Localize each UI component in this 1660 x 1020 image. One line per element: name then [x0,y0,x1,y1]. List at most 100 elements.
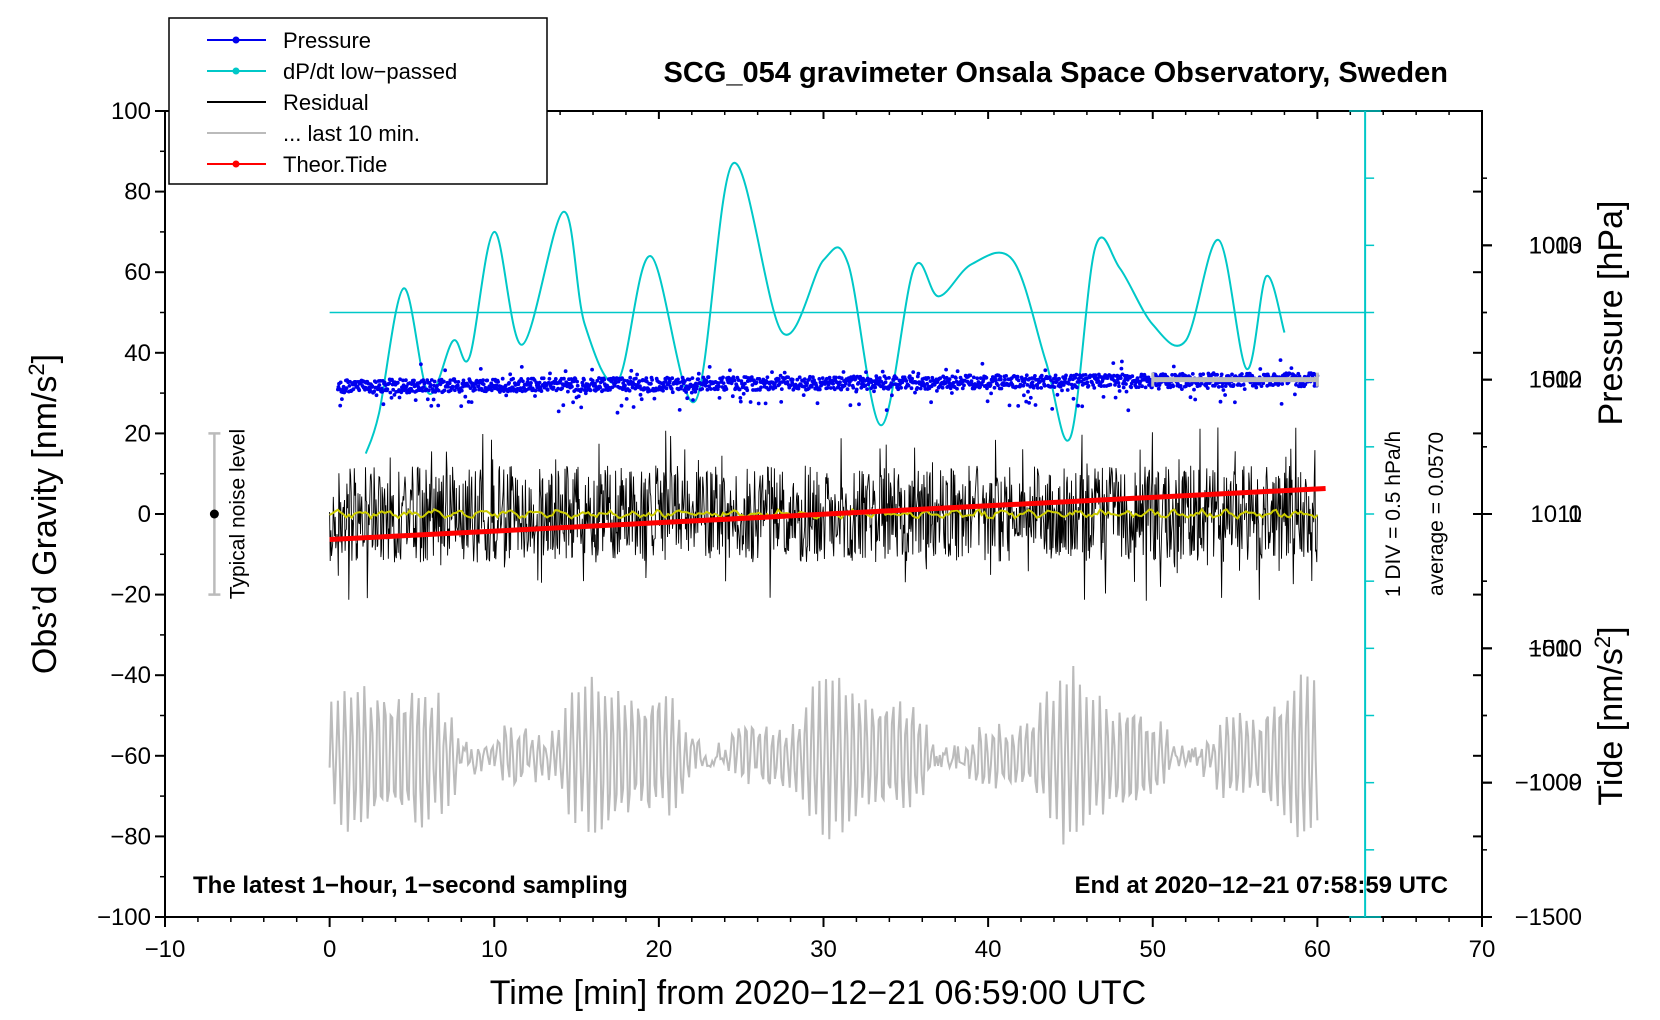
pressure-point [738,399,743,404]
pressure-point [834,375,838,380]
pressure-point [817,377,822,381]
y-tick-label: 80 [124,179,151,206]
note-right: End at 2020−12−21 07:58:59 UTC [1074,872,1448,899]
pressure-point [401,378,405,383]
pressure-point [372,389,377,394]
pressure-point [1193,397,1198,402]
pressure-point [992,385,997,390]
pressure-point [399,390,404,395]
pressure-point [1085,380,1090,385]
x-tick-label: 20 [646,936,673,963]
y-tick-label: 0 [138,501,151,528]
pressure-point [419,362,423,367]
pressure-point [1192,387,1196,392]
pressure-point [570,384,574,389]
pressure-point [341,384,346,389]
pressure-point [575,383,580,388]
pressure-point [757,377,762,381]
pressure-point [473,387,477,392]
pressure-point [728,368,732,373]
pressure-point [461,378,466,383]
pressure-point [420,389,425,393]
pressure-point [730,394,735,399]
pressure-point [1223,384,1228,388]
pressure-point [951,380,956,385]
pressure-point [1223,393,1227,397]
pressure-point [1061,383,1066,387]
pressure-point [1129,385,1134,390]
pressure-point [831,381,835,386]
pressure-point [998,374,1003,379]
pressure-point [721,381,726,385]
pressure-point [1259,384,1264,388]
pressure-point [553,377,558,381]
pressure-point [700,387,705,391]
pressure-point [909,386,914,391]
legend-label: ... last 10 min. [283,121,420,146]
pressure-point [389,395,394,400]
pressure-point [1199,381,1204,386]
pressure-point [928,379,933,383]
pressure-point [709,387,713,391]
pressure-point [380,390,385,394]
pressure-point [721,375,725,380]
pressure-point [797,375,802,380]
pressure-point [1215,372,1219,377]
pressure-point [421,378,426,382]
pressure-point [1076,403,1080,408]
pressure-point [717,396,722,400]
pressure-point [894,376,899,381]
pressure-point [381,402,386,407]
pressure-point [1031,385,1036,390]
pressure-point [1022,393,1026,398]
pressure-point [556,386,560,391]
pressure-point [979,382,984,387]
pressure-point [573,377,578,381]
pressure-point [948,386,953,391]
pressure-point [634,376,638,381]
pressure-point [687,377,692,382]
pressure-point [1280,382,1285,386]
pressure-point [910,376,914,381]
pressure-point [429,404,434,408]
pressure-point [1124,389,1129,394]
pressure-point [1074,372,1079,377]
pressure-point [463,394,468,399]
pressure-point [1276,381,1281,386]
pressure-point [411,381,416,386]
pressure-point [410,389,415,393]
chart-title: SCG_054 gravimeter Onsala Space Observat… [664,57,1448,89]
pressure-axis-title: Pressure [hPa] [1592,201,1630,426]
pressure-point [848,403,853,408]
pressure-tick-label: 1011 [1530,501,1582,528]
pressure-point [1016,404,1021,408]
pressure-point [1120,359,1124,364]
pressure-point [519,365,524,369]
pressure-point [773,385,778,390]
pressure-point [770,370,774,374]
pressure-point [865,387,869,391]
pressure-point [556,409,561,414]
pressure-point [1022,380,1027,385]
pressure-point [629,368,634,373]
pressure-point [1258,367,1263,371]
pressure-point [843,381,848,386]
pressure-point [1113,395,1118,400]
pressure-point [790,377,795,382]
left-axis-title-tail: ] [26,354,64,363]
pressure-point [595,378,600,383]
tide-axis-title-sup: 2 [1590,636,1615,648]
pressure-point [1030,380,1035,384]
pressure-point [1111,361,1116,365]
pressure-point [1221,388,1226,392]
pressure-point [996,383,1000,388]
legend-label: dP/dt low−passed [283,59,457,84]
pressure-point [1057,376,1061,381]
rate-scale-div-label: 1 DIV = 0.5 hPa/h [1382,431,1405,597]
pressure-point [839,387,844,392]
pressure-point [779,400,784,404]
pressure-point [1140,384,1144,389]
pressure-point [1289,366,1294,370]
pressure-point [664,379,668,384]
